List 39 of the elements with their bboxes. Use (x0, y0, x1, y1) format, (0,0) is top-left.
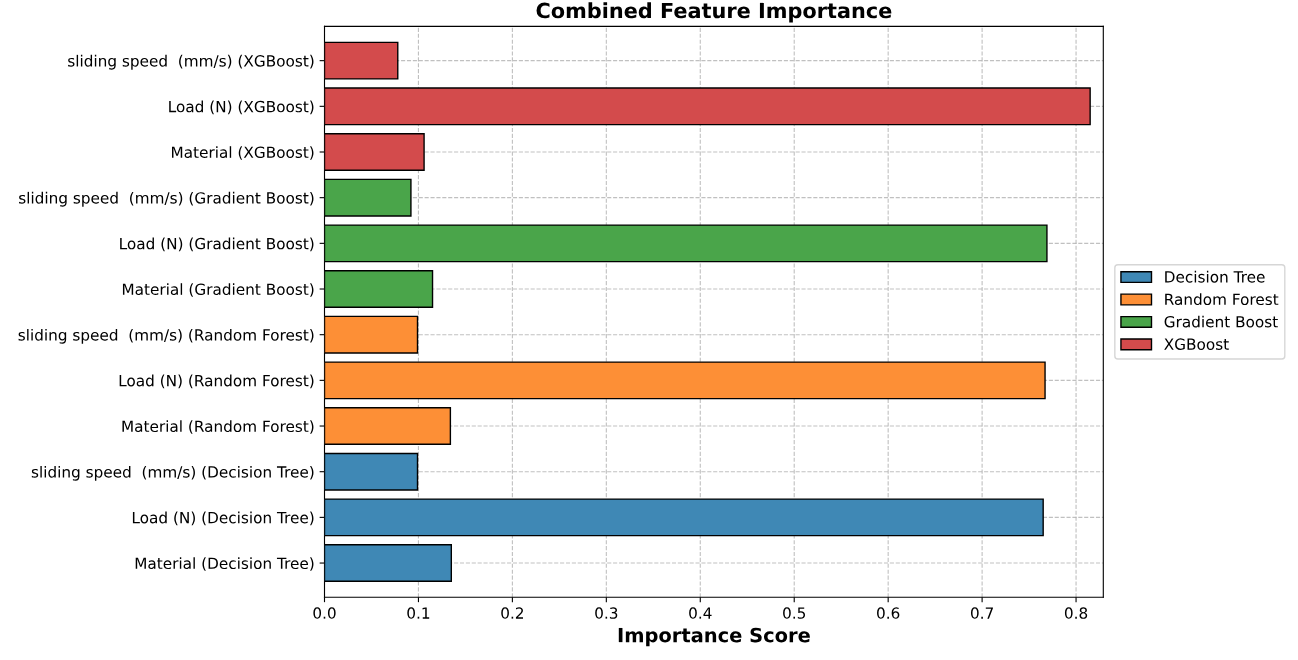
y-tick-label: Load (N) (Gradient Boost) (120, 237, 314, 252)
x-tick-label: 0.2 (501, 607, 524, 619)
legend-label: XGBoost (1164, 338, 1229, 350)
x-tick-label: 0.4 (689, 607, 712, 619)
bar (324, 87, 1091, 126)
x-tick-label: 0.7 (970, 607, 993, 619)
x-axis-title: Importance Score (618, 627, 810, 647)
bar (324, 498, 1044, 537)
x-tick-label: 0.3 (595, 607, 618, 619)
y-tick-label: Material (XGBoost) (172, 146, 314, 160)
x-tick-label: 0.1 (407, 607, 430, 619)
x-tick-label: 0.5 (783, 607, 806, 619)
y-tick-label: Material (Gradient Boost) (122, 283, 314, 297)
x-tick-label: 0.6 (877, 607, 900, 619)
y-tick-label: sliding speed (mm/s) (Random Forest) (18, 328, 314, 344)
bar (324, 178, 412, 217)
y-tick-label: Load (N) (XGBoost) (169, 100, 314, 115)
bar (324, 270, 434, 308)
x-tick-label: 0.8 (1064, 607, 1088, 619)
bar (324, 41, 399, 80)
bar (324, 133, 425, 171)
bar (324, 407, 452, 445)
x-tick-label: 0.0 (313, 607, 336, 619)
y-tick-label: sliding speed (mm/s) (Gradient Boost) (19, 191, 314, 207)
legend-label: Gradient Boost (1164, 315, 1278, 328)
bar (324, 544, 453, 583)
y-tick-label: Material (Decision Tree) (135, 557, 314, 571)
chart-title: Combined Feature Importance (536, 2, 892, 23)
legend-label: Decision Tree (1165, 270, 1265, 283)
y-tick-label: Load (N) (Random Forest) (119, 374, 314, 389)
bar (324, 224, 1048, 263)
y-tick-label: sliding speed (mm/s) (XGBoost) (68, 54, 314, 70)
bar (324, 361, 1046, 400)
y-tick-label: Material (Random Forest) (122, 420, 314, 434)
legend-label: Random Forest (1165, 293, 1279, 306)
bar (324, 452, 419, 491)
bar (324, 315, 419, 354)
y-tick-label: sliding speed (mm/s) (Decision Tree) (31, 465, 314, 481)
y-tick-label: Load (N) (Decision Tree) (132, 511, 314, 526)
